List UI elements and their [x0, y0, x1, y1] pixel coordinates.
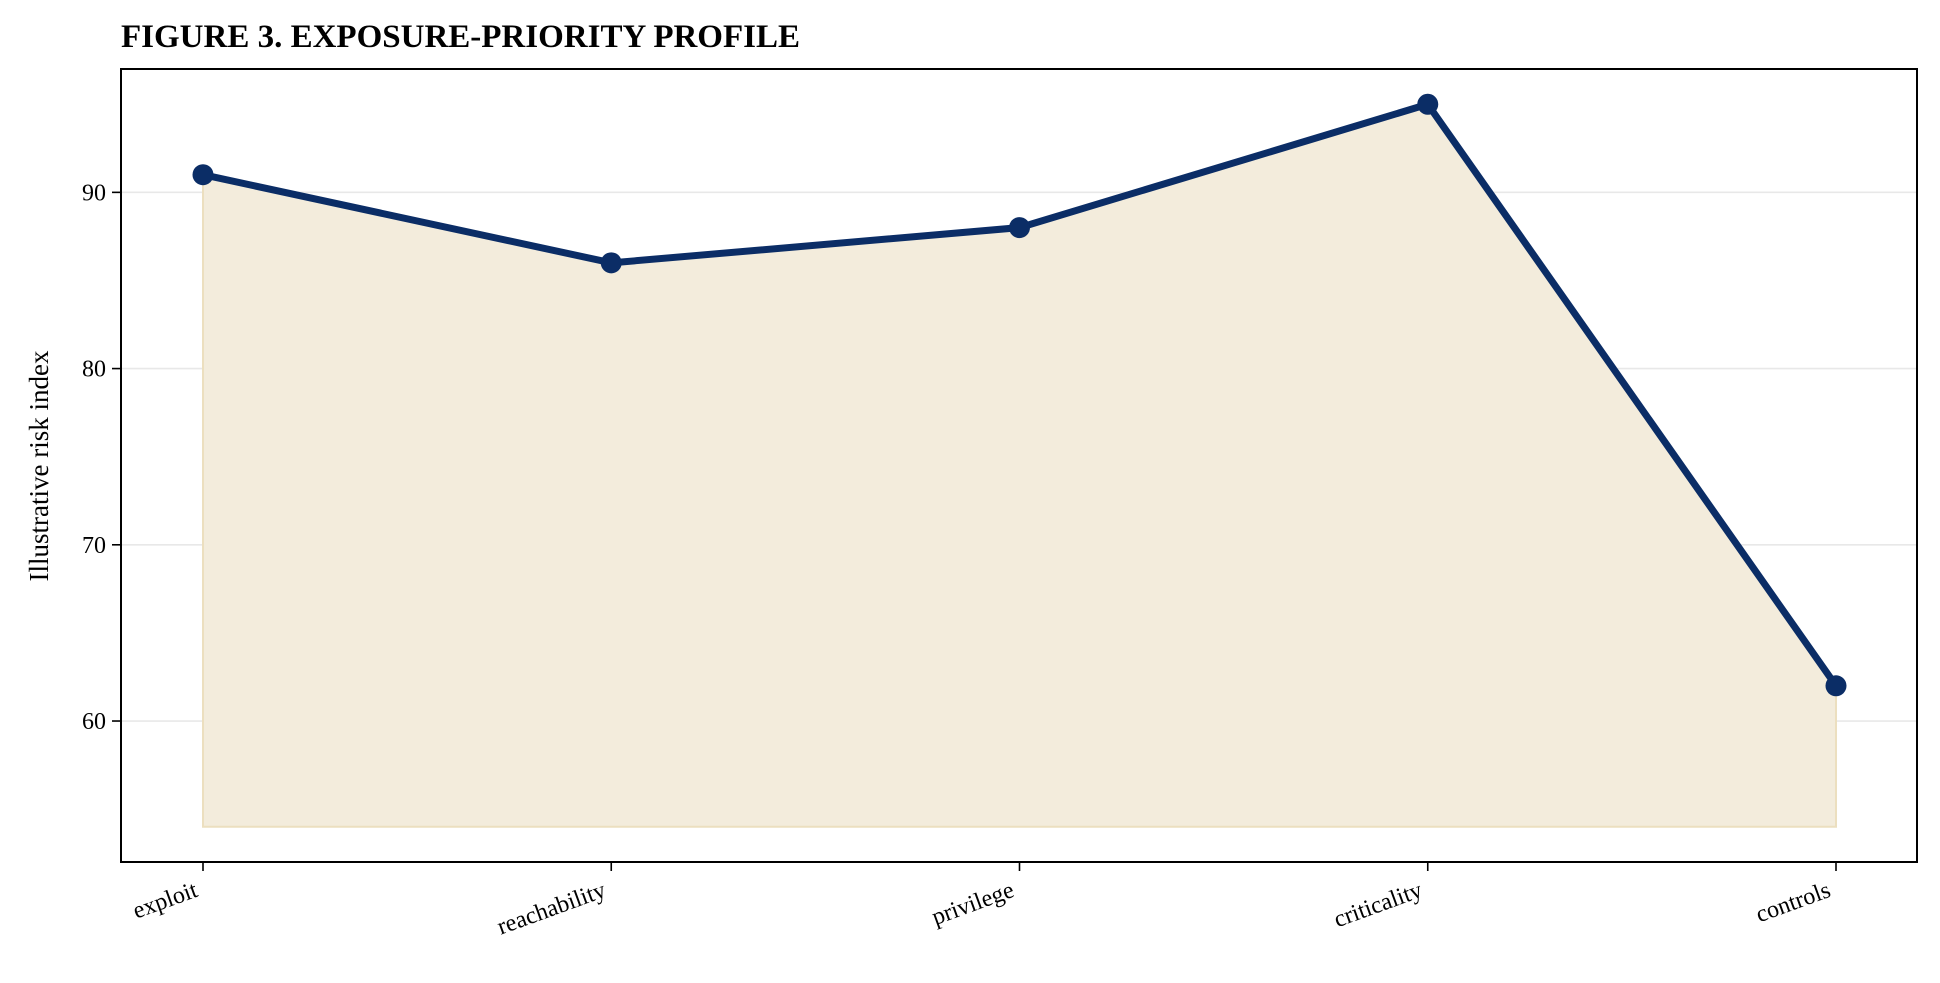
x-axis-ticks: exploit reachability privilege criticality c…	[130, 862, 1837, 940]
y-tick-label: 70	[82, 533, 106, 559]
y-axis-ticks: 60 70 80 90	[82, 180, 121, 735]
x-tick-label: reachability	[494, 877, 609, 940]
y-axis-label: Illustrative risk index	[24, 350, 54, 581]
x-tick-label: privilege	[928, 877, 1017, 931]
chart-title: FIGURE 3. EXPOSURE-PRIORITY PROFILE	[121, 19, 800, 55]
x-tick-label: criticality	[1330, 877, 1425, 933]
y-tick-label: 90	[82, 180, 106, 206]
data-point	[1417, 93, 1439, 115]
data-point	[1825, 675, 1847, 697]
y-tick-label: 80	[82, 357, 106, 383]
data-points-layer	[192, 93, 1847, 697]
x-tick-label: exploit	[130, 877, 202, 924]
area-fill-layer	[202, 103, 1837, 828]
data-point	[1009, 217, 1030, 239]
x-tick-label: controls	[1752, 877, 1834, 928]
y-tick-label: 60	[82, 709, 106, 735]
area-fill	[202, 103, 1837, 828]
data-point	[192, 164, 214, 186]
data-point	[600, 252, 622, 274]
